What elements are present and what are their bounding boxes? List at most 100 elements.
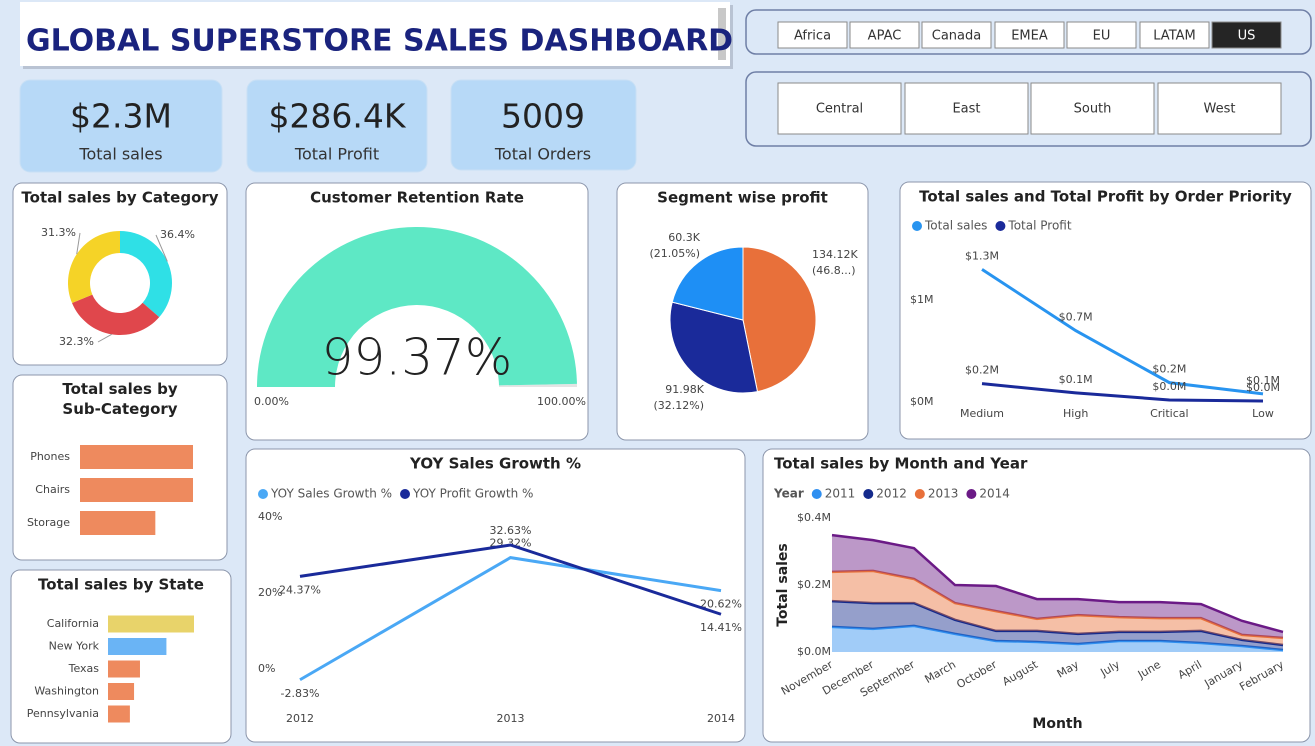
y-tick-label: 40% [258, 510, 282, 523]
legend-marker [811, 489, 822, 499]
legend-title: Year [773, 487, 804, 501]
chart-panel [899, 181, 1312, 440]
market-button[interactable] [994, 21, 1065, 49]
chart-title: Total sales by Category [21, 189, 218, 207]
percent-label: (32.12%) [653, 399, 704, 412]
chart-panel [762, 448, 1311, 743]
market-button-label[interactable]: APAC [868, 29, 902, 44]
area-band [832, 535, 1283, 638]
data-label: 31.3% [41, 226, 76, 239]
bar [108, 615, 194, 633]
gauge-max-label: 100.00% [537, 395, 586, 408]
category-label: Texas [68, 662, 100, 675]
data-label: $0.2M [1152, 363, 1186, 376]
pie-slice [742, 246, 817, 393]
market-button[interactable] [1066, 21, 1137, 49]
area-band [832, 570, 1283, 645]
gauge-min-label: 0.00% [254, 395, 289, 408]
chart-title: Total sales by Sub-Category [62, 380, 178, 418]
y-tick-label: 20% [258, 586, 282, 599]
region-button-label[interactable]: West [1204, 102, 1236, 117]
donut-slice [120, 231, 172, 318]
chart-title: YOY Sales Growth % [409, 455, 581, 473]
data-label: $1.3M [965, 249, 999, 262]
region-button[interactable] [1030, 82, 1155, 135]
legend-label: YOY Profit Growth % [412, 487, 533, 501]
area-line [831, 569, 1284, 640]
category-label: California [47, 617, 99, 630]
region-button-label[interactable]: East [952, 102, 980, 117]
kpi-card [450, 79, 637, 171]
x-tick-label: Low [1252, 407, 1274, 420]
kpi-label: Total sales [78, 145, 162, 164]
chart-title: Total sales by Month and Year [774, 455, 1028, 473]
region-button-label[interactable]: Central [816, 102, 863, 117]
donut-slice [72, 294, 160, 335]
market-button[interactable] [849, 21, 920, 49]
area-band [832, 601, 1283, 650]
market-button[interactable] [777, 21, 848, 49]
market-button-label[interactable]: EMEA [1011, 29, 1048, 44]
market-button[interactable] [1211, 21, 1282, 49]
chart-title: Total sales by State [38, 576, 204, 594]
legend-marker [863, 489, 874, 499]
data-label: $0.0M [1152, 380, 1186, 393]
legend-label: 2012 [876, 487, 907, 501]
bar [80, 445, 193, 469]
kpi-label: Total Orders [494, 145, 591, 164]
chart-title: Customer Retention Rate [310, 189, 524, 207]
region-button-label[interactable]: South [1074, 102, 1112, 117]
legend-label: 2011 [825, 487, 856, 501]
legend-label: Total sales [924, 219, 987, 233]
x-tick-label: Medium [960, 407, 1004, 420]
legend-marker [914, 489, 925, 499]
category-label: Washington [34, 685, 99, 698]
legend-label: 2013 [928, 487, 959, 501]
pie-slice [669, 301, 759, 394]
region-button[interactable] [1157, 82, 1282, 135]
market-button[interactable] [1139, 21, 1210, 49]
donut-slice [67, 231, 120, 304]
area-line [831, 624, 1284, 652]
market-button-label[interactable]: Canada [932, 29, 981, 44]
category-label: Chairs [35, 483, 70, 496]
legend-marker [912, 221, 922, 231]
y-tick-label: 0% [258, 662, 275, 675]
data-label: 32.3% [59, 335, 94, 348]
legend-label: 2014 [979, 487, 1010, 501]
line-series [299, 556, 722, 682]
y-axis-title: Total sales [775, 543, 791, 627]
bar [80, 511, 156, 535]
area-line [831, 599, 1284, 647]
x-axis-title: Month [1032, 716, 1082, 732]
bar [108, 683, 135, 700]
region-button[interactable] [904, 82, 1029, 135]
category-label: Pennsylvania [27, 707, 99, 720]
chart-title: Segment wise profit [657, 189, 828, 207]
market-button-label[interactable]: LATAM [1153, 29, 1195, 44]
legend-label: Total Profit [1007, 219, 1071, 233]
bar [108, 705, 130, 723]
data-label: 36.4% [160, 228, 195, 241]
market-button[interactable] [921, 21, 992, 49]
data-label: $0.7M [1059, 311, 1093, 324]
bar [108, 638, 167, 655]
leader-line [76, 232, 81, 255]
market-button-label[interactable]: US [1238, 29, 1256, 44]
market-button-label[interactable]: EU [1093, 29, 1111, 44]
line-series [299, 543, 722, 616]
market-button-label[interactable]: Africa [794, 29, 831, 44]
chart-title-box: Total sales by Sub-Category [62, 380, 178, 418]
y-tick-label: $0M [910, 395, 934, 408]
data-label: 20.62% [700, 598, 742, 611]
region-button[interactable] [777, 82, 902, 135]
legend-marker [400, 489, 411, 499]
leader-line [97, 333, 112, 343]
category-label: Phones [30, 450, 70, 463]
legend-label: YOY Sales Growth % [270, 487, 392, 501]
x-tick-label: Critical [1150, 407, 1188, 420]
chart-panel [12, 182, 228, 366]
data-label: 91.98K [665, 383, 704, 396]
data-label: 24.37% [279, 583, 321, 596]
